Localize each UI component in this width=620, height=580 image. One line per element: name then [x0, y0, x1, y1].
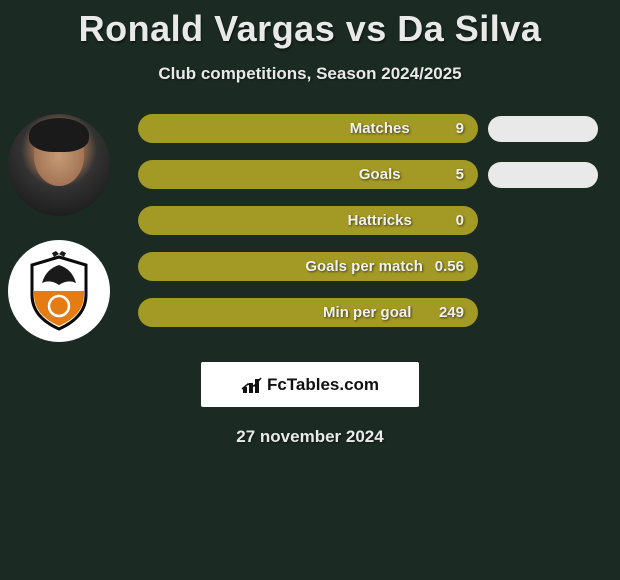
stat-pill-left: Hattricks 0 [138, 206, 478, 235]
stat-value-left: 5 [456, 166, 464, 183]
player2-club-badge [8, 240, 110, 342]
stat-label: Hattricks [348, 212, 412, 229]
comparison-content: Matches 9 Goals 5 Hattricks 0 Goals per match 0… [0, 114, 620, 342]
stat-pill-left: Goals 5 [138, 160, 478, 189]
stat-pill-right [488, 162, 598, 188]
player1-avatar [8, 114, 110, 216]
stat-row: Hattricks 0 [138, 206, 612, 235]
stats-bars: Matches 9 Goals 5 Hattricks 0 Goals per match 0… [118, 114, 620, 342]
bar-chart-icon [241, 375, 263, 395]
stat-label: Matches [350, 120, 410, 137]
stat-row: Min per goal 249 [138, 298, 612, 327]
footer-date: 27 november 2024 [0, 427, 620, 447]
stat-pill-left: Min per goal 249 [138, 298, 478, 327]
stat-pill-left: Goals per match 0.56 [138, 252, 478, 281]
page-subtitle: Club competitions, Season 2024/2025 [0, 64, 620, 84]
stat-label: Goals per match [305, 258, 423, 275]
brand-badge: FcTables.com [201, 362, 419, 407]
avatar-column [8, 114, 118, 342]
brand-text: FcTables.com [267, 375, 379, 395]
page-title: Ronald Vargas vs Da Silva [0, 0, 620, 50]
stat-value-left: 0 [456, 212, 464, 229]
stat-row: Goals 5 [138, 160, 612, 189]
stat-value-left: 249 [439, 304, 464, 321]
stat-row: Matches 9 [138, 114, 612, 143]
stat-label: Min per goal [323, 304, 411, 321]
stat-row: Goals per match 0.56 [138, 252, 612, 281]
stat-pill-left: Matches 9 [138, 114, 478, 143]
stat-value-left: 9 [456, 120, 464, 137]
stat-label: Goals [359, 166, 401, 183]
stat-value-left: 0.56 [435, 258, 464, 275]
stat-pill-right [488, 116, 598, 142]
